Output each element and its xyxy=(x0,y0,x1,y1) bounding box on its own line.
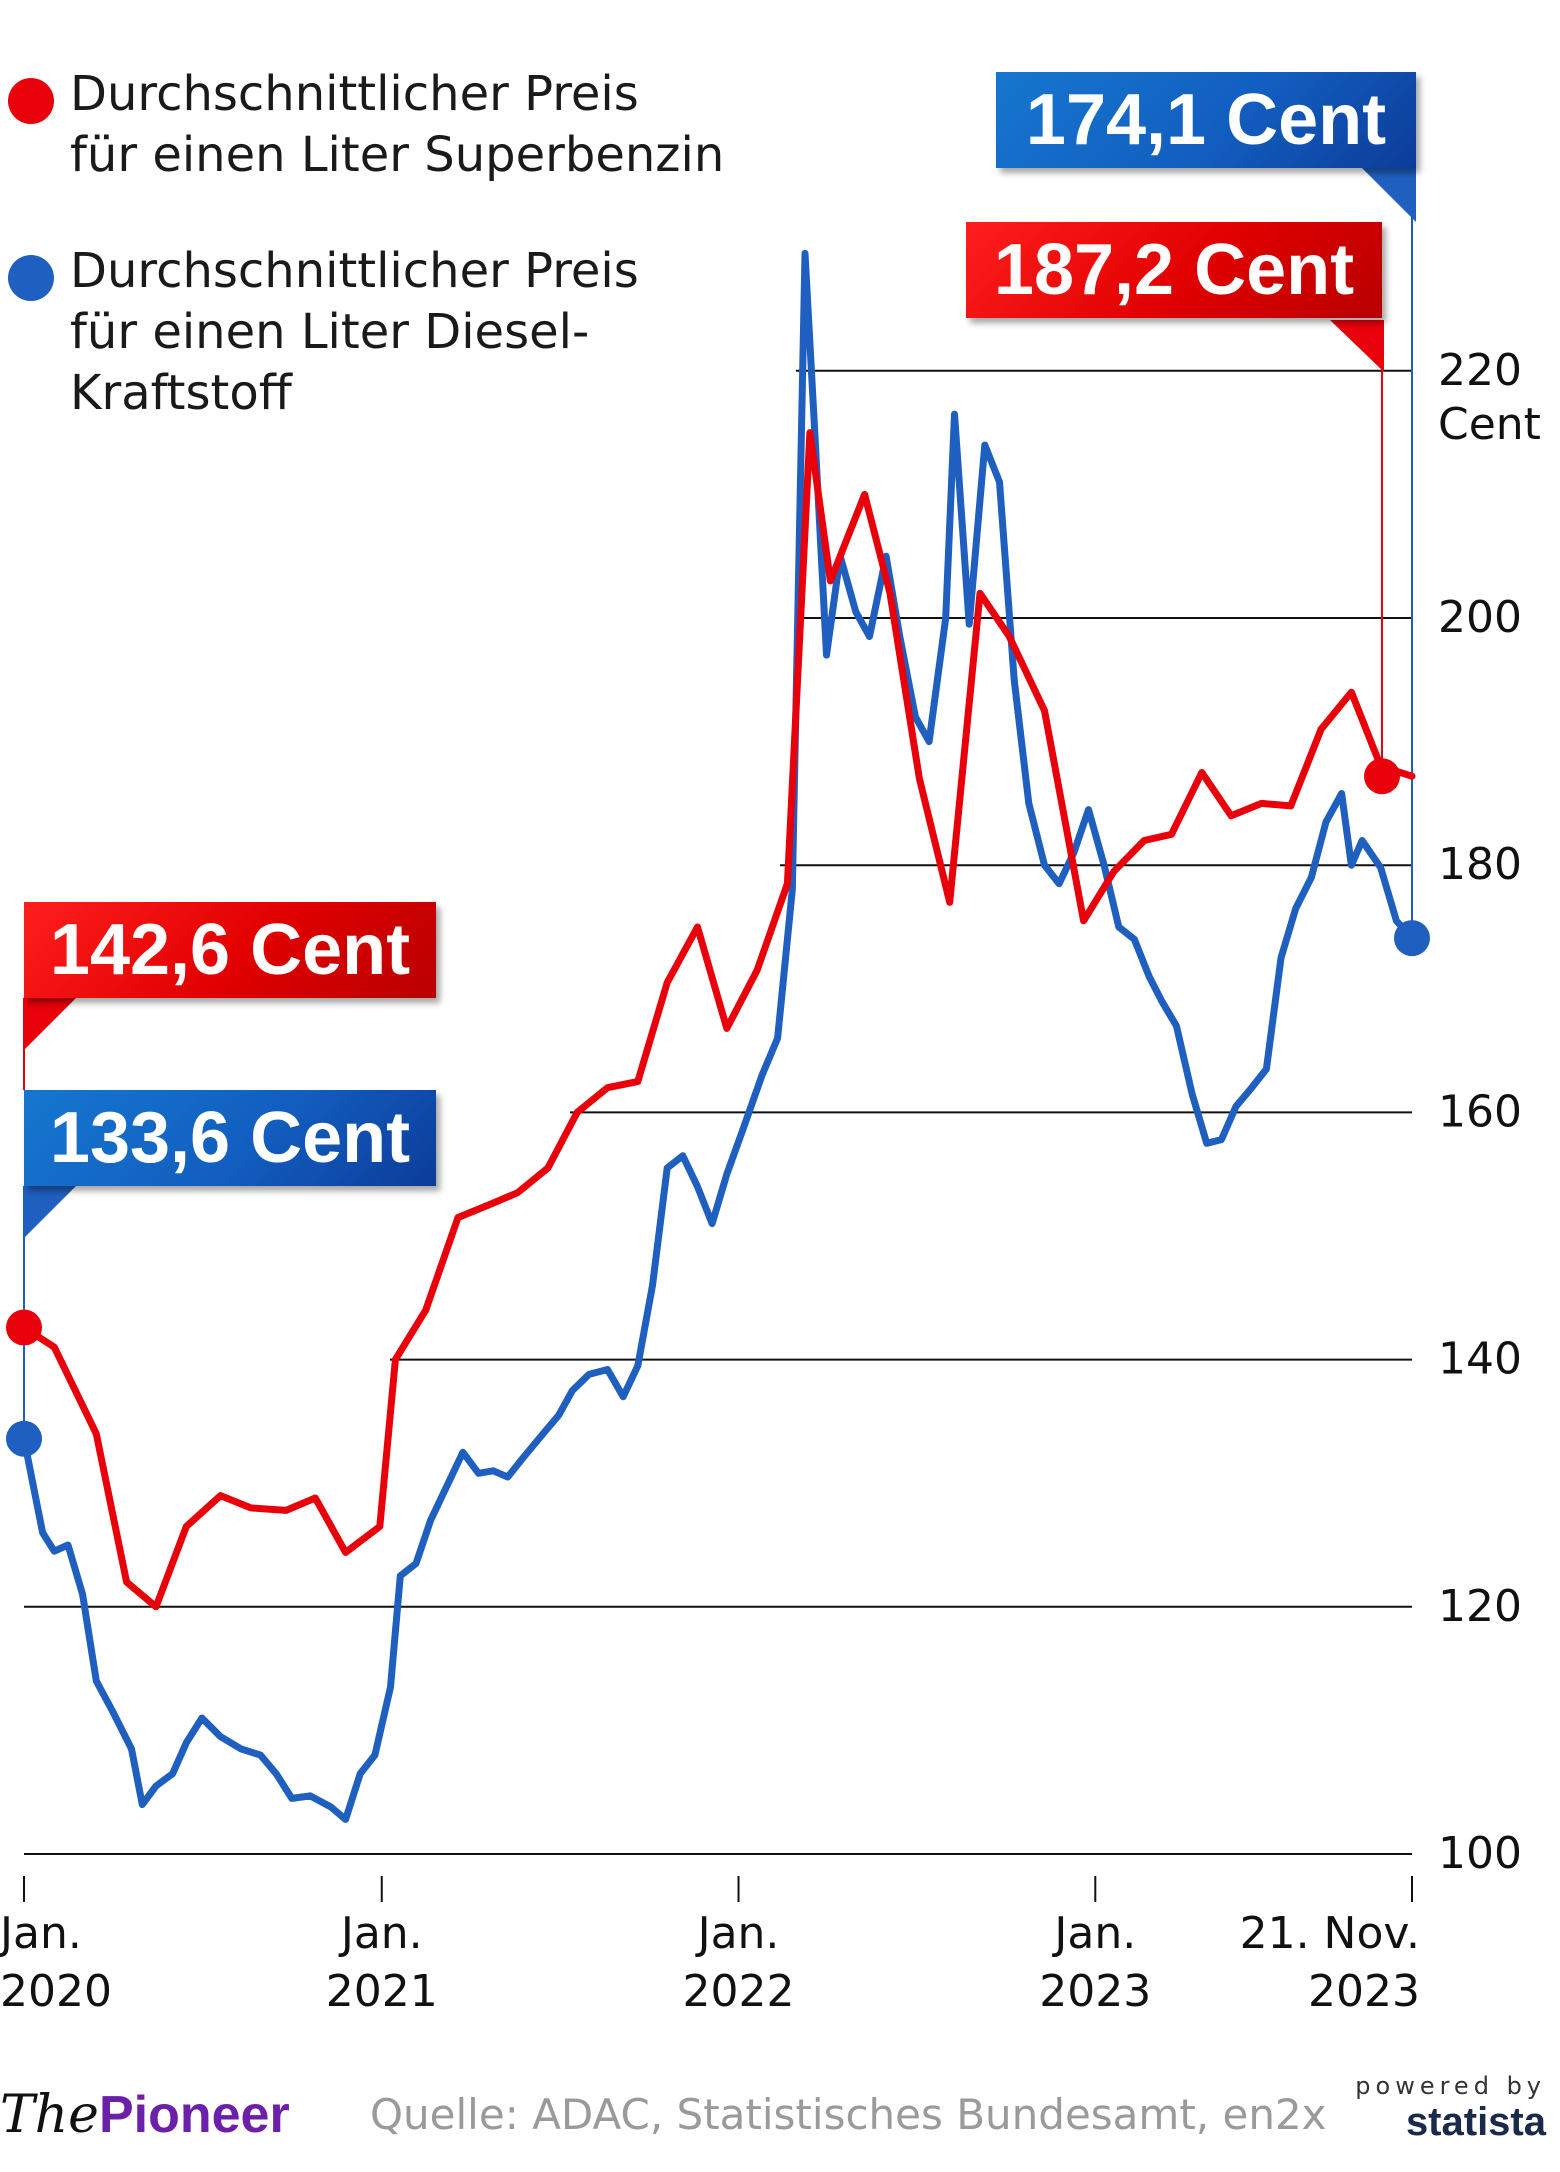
statista-wordmark: statista xyxy=(1405,2100,1546,2144)
brand-the: The xyxy=(0,2085,99,2145)
series-lines xyxy=(20,249,1416,1823)
x-tick-label-4-line2: 2023 xyxy=(1308,1966,1420,2017)
guide-super-end xyxy=(1381,359,1384,777)
legend-dot-red-icon xyxy=(8,78,54,124)
statista-logo: powered by statista xyxy=(1355,2072,1546,2145)
legend: Durchschnittlicher Preis für einen Liter… xyxy=(8,64,724,424)
x-tick-label-3-line1: Jan. xyxy=(1051,1908,1136,1959)
callout-diesel-start-tail xyxy=(24,1184,78,1238)
y-tick-label-120: 120 xyxy=(1438,1581,1522,1632)
legend-super-line2: für einen Liter Superbenzin xyxy=(70,127,725,183)
legend-diesel-line2: für einen Liter Diesel- xyxy=(70,304,590,360)
x-tick-label-1-line1: Jan. xyxy=(338,1908,423,1959)
legend-diesel-line3: Kraftstoff xyxy=(70,365,292,421)
y-tick-label-200: 200 xyxy=(1438,592,1522,643)
x-tick-label-0-line2: 2020 xyxy=(0,1966,112,2017)
y-tick-label-100: 100 xyxy=(1438,1828,1522,1879)
callout-super-start-tail xyxy=(24,996,78,1050)
point-super-start xyxy=(6,1309,42,1346)
brand-logo: ThePioneer xyxy=(0,2080,290,2150)
point-diesel-end xyxy=(1394,920,1430,957)
callout-super-end: 187,2 Cent xyxy=(966,222,1382,318)
legend-item-diesel: Durchschnittlicher Preis für einen Liter… xyxy=(8,241,724,424)
series-line-diesel xyxy=(20,249,1416,1823)
series-line-super xyxy=(20,429,1416,1611)
x-tick-label-4-line1: 21. Nov. xyxy=(1240,1908,1420,1959)
y-unit-label: Cent xyxy=(1438,399,1541,450)
legend-item-super: Durchschnittlicher Preis für einen Liter… xyxy=(8,64,724,186)
legend-diesel-line1: Durchschnittlicher Preis xyxy=(70,243,639,299)
callout-diesel-start: 133,6 Cent xyxy=(24,1090,436,1186)
y-tick-label-160: 160 xyxy=(1438,1086,1522,1137)
callout-diesel-end: 174,1 Cent xyxy=(996,72,1416,168)
x-tick-label-2-line1: Jan. xyxy=(695,1908,780,1959)
callout-guide-lines xyxy=(23,168,1416,1439)
series-endpoints xyxy=(6,758,1430,1457)
point-super-end xyxy=(1364,758,1400,795)
callout-super-start: 142,6 Cent xyxy=(24,902,436,998)
legend-super-line1: Durchschnittlicher Preis xyxy=(70,66,639,122)
x-tick-label-1-line2: 2021 xyxy=(326,1966,438,2017)
y-tick-label-220: 220 xyxy=(1438,345,1522,396)
brand-pioneer: Pioneer xyxy=(98,2086,290,2144)
callout-super-end-tail xyxy=(1330,320,1384,372)
powered-by: powered by xyxy=(1355,2072,1546,2100)
x-tick-label-2-line2: 2022 xyxy=(683,1966,795,2017)
x-tick-label-3-line2: 2023 xyxy=(1039,1966,1151,2017)
source-note: Quelle: ADAC, Statistisches Bundesamt, e… xyxy=(370,2090,1327,2139)
axis-ticks: Jan. 2020 Jan. 2021 Jan. 2022 Jan. 2023 21. Nov.… xyxy=(0,1876,1420,2017)
callout-diesel-end-tail xyxy=(1362,168,1416,222)
legend-dot-blue-icon xyxy=(8,255,54,301)
point-diesel-start xyxy=(6,1420,42,1457)
y-tick-label-180: 180 xyxy=(1438,839,1522,890)
x-tick-label-0-line1: Jan. xyxy=(0,1908,82,1959)
y-tick-label-140: 140 xyxy=(1438,1334,1522,1385)
guide-diesel-end xyxy=(1411,209,1416,939)
